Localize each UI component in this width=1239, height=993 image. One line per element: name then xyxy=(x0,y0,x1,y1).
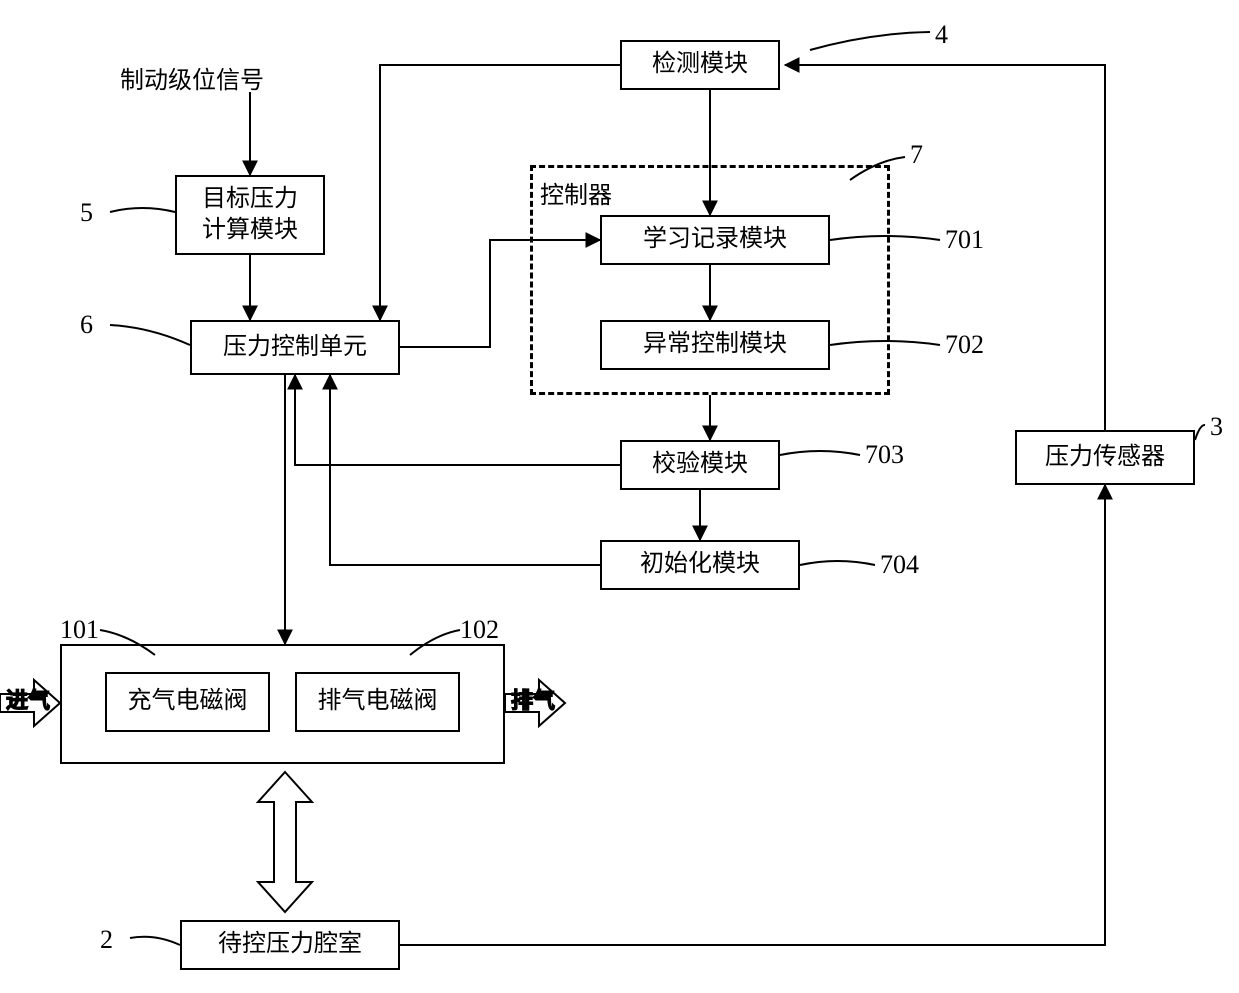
exhaust-arrow-label: 排气 xyxy=(511,688,555,713)
node-chamber: 待控压力腔室 xyxy=(180,920,400,970)
ref-connector xyxy=(1195,425,1205,440)
node-pressure_sens: 压力传感器 xyxy=(1015,430,1195,485)
ref-connector xyxy=(110,325,190,345)
node-exhaust_valve: 排气电磁阀 xyxy=(295,672,460,732)
node-intake_valve: 充气电磁阀 xyxy=(105,672,270,732)
node-controller_lbl: 控制器 xyxy=(540,175,630,203)
double-arrow xyxy=(258,772,312,912)
ref-connector xyxy=(810,32,930,50)
node-verify: 校验模块 xyxy=(620,440,780,490)
ref-connector xyxy=(130,937,180,945)
node-detect: 检测模块 xyxy=(620,40,780,90)
ref-label-abnormal: 702 xyxy=(945,330,984,360)
exhaust-arrow xyxy=(505,680,565,726)
ref-label-controller: 7 xyxy=(910,140,923,170)
ref-connector xyxy=(800,561,875,565)
intake-arrow-label: 进气 xyxy=(6,688,50,713)
ref-label-target_calc: 5 xyxy=(80,198,93,228)
ref-label-init: 704 xyxy=(880,550,919,580)
intake-arrow xyxy=(0,680,60,726)
node-init: 初始化模块 xyxy=(600,540,800,590)
ref-label-exhaust_valve: 102 xyxy=(460,615,499,645)
ref-label-pressure_ctrl: 6 xyxy=(80,310,93,340)
edge-init_to_ctrl xyxy=(330,375,600,565)
ref-label-pressure_sens: 3 xyxy=(1210,412,1223,442)
ref-connector xyxy=(110,208,175,212)
ref-label-chamber: 2 xyxy=(100,925,113,955)
ref-label-verify: 703 xyxy=(865,440,904,470)
ref-connector xyxy=(780,451,860,455)
ref-label-learn: 701 xyxy=(945,225,984,255)
ref-label-intake_valve: 101 xyxy=(60,615,99,645)
node-learn: 学习记录模块 xyxy=(600,215,830,265)
node-signal_lbl: 制动级位信号 xyxy=(120,60,320,90)
node-target_calc: 目标压力 计算模块 xyxy=(175,175,325,255)
node-pressure_ctrl: 压力控制单元 xyxy=(190,320,400,375)
ref-label-detect: 4 xyxy=(935,20,948,50)
node-abnormal: 异常控制模块 xyxy=(600,320,830,370)
